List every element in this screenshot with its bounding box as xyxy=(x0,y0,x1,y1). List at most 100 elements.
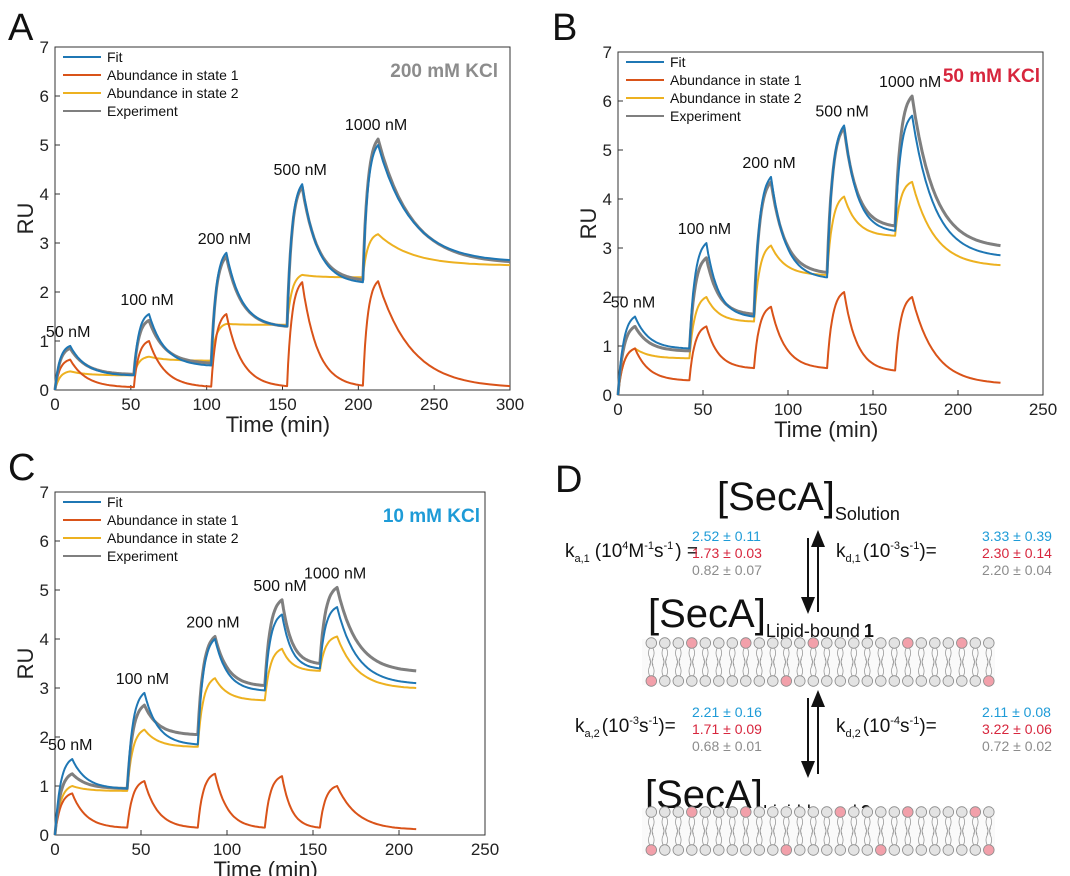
lipid-headgroup xyxy=(780,675,793,687)
lipid-headgroup xyxy=(794,844,806,856)
lipid-tail xyxy=(742,658,746,676)
y-tick-label: 4 xyxy=(40,630,49,649)
lipid-headgroup xyxy=(713,637,725,649)
species-solution-sub: Solution xyxy=(835,504,900,524)
lipid-bilayer-1 xyxy=(642,637,995,687)
ka2-label: ka,2 (10-3s-1)= xyxy=(575,715,676,740)
y-tick-label: 5 xyxy=(603,141,612,160)
lipid-headgroup xyxy=(888,844,901,856)
lipid-tail xyxy=(786,658,790,676)
lipid-tail xyxy=(675,658,678,676)
concentration-label: 100 nM xyxy=(678,221,731,238)
lipid-tail xyxy=(935,658,938,676)
lipid-headgroup xyxy=(875,806,887,818)
panel-letter-b: B xyxy=(552,7,577,49)
lipid-headgroup xyxy=(780,844,793,856)
lipid-tail xyxy=(773,827,776,845)
series-line-abundance-in-state-1 xyxy=(617,291,1001,396)
species-solution-main: [SecA] xyxy=(717,475,835,519)
lipid-tail xyxy=(796,658,800,676)
condition-label-a: 200 mM KCl xyxy=(390,61,498,82)
y-tick-label: 5 xyxy=(40,581,49,600)
lipid-tail xyxy=(675,827,678,845)
lipid-headgroup xyxy=(834,637,847,649)
lipid-headgroup xyxy=(767,844,779,856)
equilibrium-arrows-1 xyxy=(801,530,825,614)
x-tick-label: 100 xyxy=(192,395,220,414)
ka2-value-200mM: 0.68 ± 0.01 xyxy=(692,738,762,754)
x-tick-label: 0 xyxy=(50,395,59,414)
lipid-tail xyxy=(773,658,776,676)
lipid-tail xyxy=(665,658,668,676)
lipid-headgroup xyxy=(848,844,860,856)
arrow-up-head-1 xyxy=(811,530,825,547)
lipid-headgroup xyxy=(807,637,820,649)
legend-entry: Abundance in state 1 xyxy=(670,72,802,88)
lipid-headgroup xyxy=(794,637,806,649)
lipid-headgroup xyxy=(956,675,968,687)
x-axis-label-c: Time (min) xyxy=(214,857,318,876)
lipid-headgroup xyxy=(821,844,833,856)
kd2-value-200mM: 0.72 ± 0.02 xyxy=(982,738,1052,754)
y-tick-label: 7 xyxy=(40,38,49,57)
ka2-value-10mM: 2.21 ± 0.16 xyxy=(692,704,762,720)
lipid-headgroup xyxy=(753,806,766,818)
lipid-headgroup xyxy=(902,675,914,687)
lipid-headgroup xyxy=(740,806,752,818)
lipid-headgroup xyxy=(672,675,685,687)
lipid-headgroup xyxy=(929,675,941,687)
lipid-tail xyxy=(702,827,705,845)
lipid-headgroup xyxy=(915,675,928,687)
species-bound1: [SecA]Lipid-bound 1 xyxy=(648,592,874,641)
lipid-headgroup xyxy=(848,637,860,649)
lipid-tail xyxy=(935,827,938,845)
lipid-headgroup xyxy=(929,844,941,856)
lipid-tail xyxy=(692,658,695,676)
lipid-headgroup xyxy=(969,806,982,818)
lipid-tail xyxy=(985,658,989,676)
legend-entry: Abundance in state 2 xyxy=(670,90,802,106)
lipid-tail xyxy=(989,658,992,676)
x-axis-label-a: Time (min) xyxy=(226,412,330,437)
lipid-headgroup xyxy=(902,637,914,649)
concentration-label: 50 nM xyxy=(48,737,92,754)
y-tick-label: 4 xyxy=(603,190,612,209)
kinetic-scheme: [SecA]Solution ka,1 (104M-1s-1) = 2.52 ± … xyxy=(565,475,1052,856)
lipid-tail xyxy=(800,827,803,845)
series-line-fit xyxy=(54,144,511,391)
lipid-tail xyxy=(688,658,692,676)
lipid-tail xyxy=(989,827,992,845)
lipid-headgroup xyxy=(740,675,752,687)
x-tick-label: 0 xyxy=(50,840,59,859)
condition-label-b: 50 mM KCl xyxy=(943,66,1040,87)
lipid-headgroup xyxy=(672,806,685,818)
lipid-headgroup xyxy=(861,844,874,856)
lipid-headgroup xyxy=(699,675,712,687)
legend-entry: Experiment xyxy=(107,548,178,564)
lipid-tail xyxy=(864,658,867,676)
lipid-tail xyxy=(786,827,790,845)
x-tick-label: 50 xyxy=(694,400,713,419)
lipid-tail xyxy=(823,658,827,676)
kd2-label: kd,2 (10-4s-1)= xyxy=(836,715,937,740)
lipid-tail xyxy=(813,658,817,676)
lipid-tail xyxy=(854,827,857,845)
legend-entry: Abundance in state 1 xyxy=(107,67,239,83)
lipid-tail xyxy=(837,658,840,676)
lipid-headgroup xyxy=(807,844,820,856)
lipid-headgroup xyxy=(942,637,955,649)
condition-label-c: 10 mM KCl xyxy=(383,506,480,527)
lipid-tail xyxy=(918,827,921,845)
y-tick-label: 5 xyxy=(40,136,49,155)
lipid-tail xyxy=(688,827,692,845)
plot-frame-c xyxy=(54,491,486,836)
lipid-tail xyxy=(796,827,800,845)
lipid-headgroup xyxy=(713,844,725,856)
lipid-headgroup xyxy=(915,637,928,649)
series-line-abundance-in-state-2 xyxy=(54,635,417,836)
ka1-value-200mM: 0.82 ± 0.07 xyxy=(692,562,762,578)
y-tick-label: 6 xyxy=(40,532,49,551)
concentration-label: 100 nM xyxy=(120,292,173,309)
lipid-headgroup xyxy=(915,806,928,818)
